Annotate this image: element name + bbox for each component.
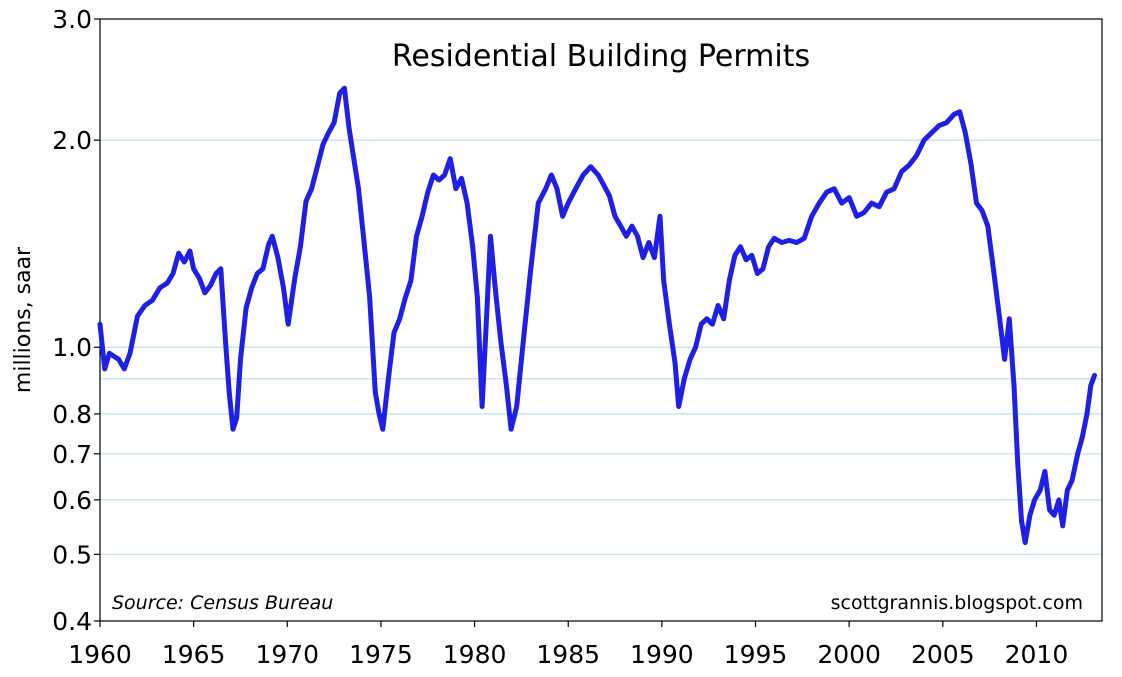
- x-tick-label-2: 1970: [255, 640, 319, 669]
- y-axis-title: millions, saar: [11, 246, 36, 393]
- series-line-0: [97, 85, 1097, 546]
- x-tick-label-5: 1985: [536, 640, 600, 669]
- y-axis-ticks: 0.4 0.5 0.6 0.7 0.8 1.0 2.0 3.0: [52, 5, 100, 636]
- x-tick-label-7: 1995: [724, 640, 788, 669]
- gridlines: [100, 139, 1102, 555]
- x-tick-label-3: 1975: [349, 640, 413, 669]
- x-tick-label-4: 1980: [443, 640, 507, 669]
- chart-title: Residential Building Permits: [392, 39, 810, 74]
- x-tick-label-0: 1960: [68, 640, 132, 669]
- plot-frame: [99, 18, 1103, 622]
- x-tick-label-9: 2005: [911, 640, 975, 669]
- source-note: Source: Census Bureau: [112, 592, 333, 614]
- x-tick-label-8: 2000: [817, 640, 881, 669]
- x-tick-label-6: 1990: [630, 640, 694, 669]
- series-layer: [97, 85, 1097, 546]
- credit-note: scottgrannis.blogspot.com: [831, 592, 1083, 614]
- y-tick-label-2: 0.6: [52, 486, 92, 515]
- y-tick-label-5: 1.0: [52, 333, 92, 362]
- y-tick-label-3: 0.7: [52, 440, 92, 469]
- y-tick-label-0: 0.4: [52, 607, 92, 636]
- x-axis-ticks: 1960 1965 1970 1975 1980 1985 1990 1995 2000 2005…: [68, 621, 1068, 669]
- y-tick-label-7: 3.0: [52, 5, 92, 34]
- y-tick-label-1: 0.5: [52, 540, 92, 569]
- y-tick-label-4: 0.8: [52, 400, 92, 429]
- x-tick-label-10: 2010: [1005, 640, 1069, 669]
- y-tick-label-6: 2.0: [52, 126, 92, 155]
- x-tick-label-1: 1965: [162, 640, 226, 669]
